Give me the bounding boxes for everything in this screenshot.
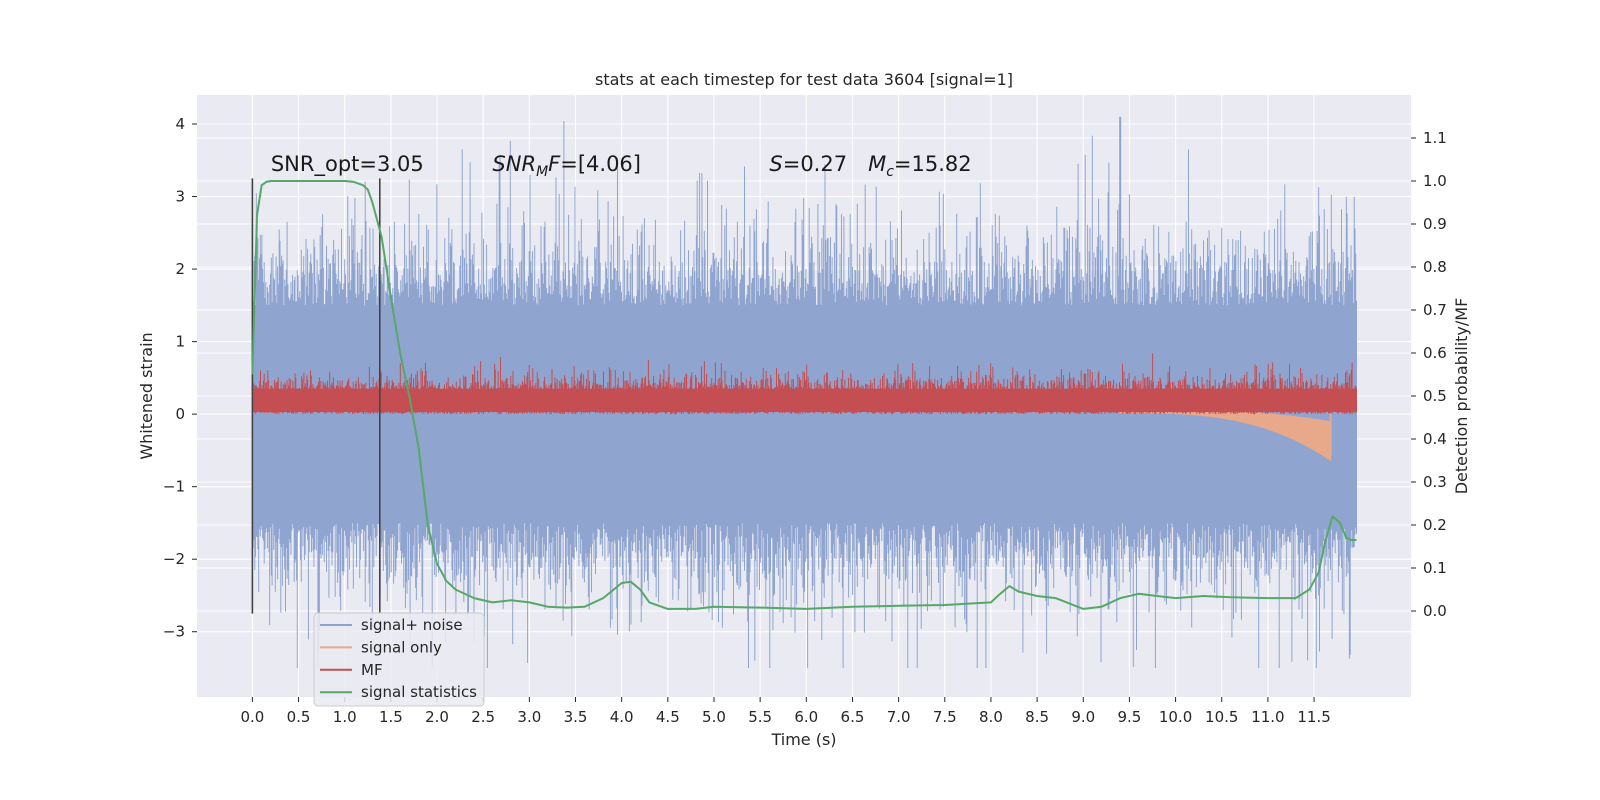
- annotations: SNR_opt=3.05 SNRMF=[4.06] S=0.27 Mc=15.82: [271, 152, 972, 180]
- x-tick-label: 6.0: [794, 708, 818, 726]
- x-tick-label: 11.0: [1251, 708, 1284, 726]
- x-tick-label: 7.0: [887, 708, 911, 726]
- snr-opt-annotation: SNR_opt=3.05: [271, 152, 424, 177]
- vlines: [251, 178, 381, 614]
- y-tick-label: 3: [175, 188, 185, 206]
- snr-mass-annotation: S=0.27 Mc=15.82: [769, 152, 971, 180]
- x-tick-label: 1.5: [379, 708, 403, 726]
- x-tick-label: 2.0: [425, 708, 449, 726]
- y-right-tick-label: 0.6: [1423, 344, 1447, 362]
- legend-label: signal only: [361, 638, 442, 656]
- signal-statistics-series: [251, 180, 1357, 610]
- y-right-tick-label: 1.0: [1423, 172, 1447, 190]
- x-tick-label: 5.0: [702, 708, 726, 726]
- x-tick-label: 3.5: [564, 708, 588, 726]
- x-tick-label: 5.5: [748, 708, 772, 726]
- x-tick-label: 9.0: [1071, 708, 1095, 726]
- y-tick-label: −2: [163, 550, 185, 568]
- x-tick-label: 10.0: [1159, 708, 1192, 726]
- signal-noise-series: [251, 116, 1357, 668]
- y-tick-label: 4: [175, 115, 185, 133]
- x-tick-label: 8.0: [979, 708, 1003, 726]
- y-right-tick-label: 0.3: [1423, 473, 1447, 491]
- x-tick-label: 2.5: [471, 708, 495, 726]
- x-tick-label: 3.0: [517, 708, 541, 726]
- y-axis-label: Whitened strain: [137, 332, 156, 459]
- legend-box: [313, 612, 485, 707]
- x-tick-label: 0.5: [287, 708, 311, 726]
- y-tick-label: −3: [163, 623, 185, 641]
- y-right-tick-label: 0.9: [1423, 215, 1447, 233]
- x-tick-label: 10.5: [1205, 708, 1238, 726]
- x-tick-label: 11.5: [1297, 708, 1330, 726]
- y-tick-label: −1: [163, 478, 185, 496]
- y-tick-label: 2: [175, 260, 185, 278]
- y-axis-ticks: −3 −2 −1 0 1 2 3 4: [163, 115, 197, 641]
- x-axis-ticks: 0.0 0.5 1.0 1.5 2.0 2.5 3.0 3.5 4.0 4.5 5.0 5.5 6.0 6…: [240, 697, 1331, 726]
- x-tick-label: 1.0: [333, 708, 357, 726]
- legend-label: signal statistics: [361, 683, 477, 701]
- x-tick-label: 4.5: [656, 708, 680, 726]
- y-right-axis-ticks: 0.0 0.1 0.2 0.3 0.4 0.5 0.6 0.7 0.8 0.9 1.0 1.1: [1411, 129, 1447, 620]
- y-right-axis-label: Detection probability/MF: [1452, 298, 1471, 495]
- x-tick-label: 4.0: [610, 708, 634, 726]
- x-tick-label: 7.5: [933, 708, 957, 726]
- legend: signal+ noise signal only MF signal statist…: [313, 612, 485, 707]
- y-right-tick-label: 0.7: [1423, 301, 1447, 319]
- y-right-tick-label: 0.1: [1423, 559, 1447, 577]
- snr-mf-annotation: SNRMF=[4.06]: [492, 152, 641, 180]
- y-right-tick-label: 0.8: [1423, 258, 1447, 276]
- x-tick-label: 0.0: [240, 708, 264, 726]
- x-tick-label: 8.5: [1025, 708, 1049, 726]
- x-tick-label: 9.5: [1117, 708, 1141, 726]
- y-right-tick-label: 0.0: [1423, 602, 1447, 620]
- mf-series: [251, 353, 1357, 415]
- y-right-tick-label: 0.2: [1423, 516, 1447, 534]
- y-right-tick-label: 0.5: [1423, 387, 1447, 405]
- x-tick-label: 6.5: [841, 708, 865, 726]
- x-axis-label: Time (s): [770, 730, 836, 749]
- y-right-tick-label: 0.4: [1423, 430, 1447, 448]
- y-tick-label: 0: [175, 405, 185, 423]
- legend-label: MF: [361, 661, 383, 679]
- chart-title: stats at each timestep for test data 360…: [595, 70, 1013, 89]
- legend-label: signal+ noise: [361, 616, 463, 634]
- y-right-tick-label: 1.1: [1423, 129, 1447, 147]
- signal-statistics-line: [251, 180, 1357, 610]
- y-tick-label: 1: [175, 333, 185, 351]
